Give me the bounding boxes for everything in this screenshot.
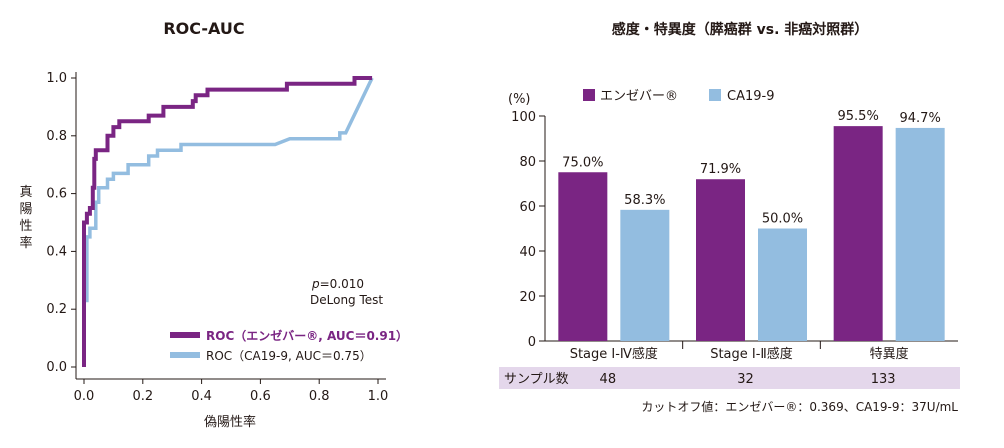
roc-y-tick-label: 0.0 bbox=[46, 360, 67, 375]
bar-y-tick-label: 40 bbox=[519, 245, 536, 260]
roc-x-tick-label: 0.4 bbox=[191, 389, 212, 404]
sample-row-background bbox=[499, 367, 960, 389]
roc-x-tick-labels: 0.0 0.2 0.4 0.6 0.8 1.0 bbox=[74, 389, 389, 404]
roc-x-axis-label: 偽陽性率 bbox=[204, 414, 256, 430]
roc-line-envebar bbox=[82, 76, 373, 367]
bar-envebar bbox=[558, 172, 608, 341]
roc-y-tick-label: 0.4 bbox=[46, 244, 67, 259]
roc-axes bbox=[71, 72, 386, 384]
roc-y-tick-label: 0.2 bbox=[46, 302, 67, 317]
roc-y-tick-label: 0.8 bbox=[46, 129, 67, 144]
roc-y-tick-label: 1.0 bbox=[46, 71, 67, 86]
legend-swatch-envebar bbox=[583, 89, 595, 101]
bar-ca199 bbox=[620, 209, 670, 341]
bar-axes bbox=[539, 115, 958, 349]
bar-y-tick-label: 20 bbox=[519, 290, 536, 305]
roc-x-tick-label: 0.6 bbox=[250, 389, 271, 404]
bar-y-tick-label: 80 bbox=[519, 155, 536, 170]
legend-label-ca199: CA19-9 bbox=[727, 89, 774, 104]
roc-x-tick-label: 1.0 bbox=[368, 389, 389, 404]
sample-row-value: 133 bbox=[871, 372, 896, 387]
bar-y-tick-label: 60 bbox=[519, 200, 536, 215]
bar-category-label: Stage Ⅰ-Ⅱ感度 bbox=[710, 346, 793, 362]
sample-row-values: 48 32 133 bbox=[600, 372, 896, 387]
cutoff-footnote: カットオフ値：エンゼバー®：0.369、CA19-9：37U/mL bbox=[641, 399, 958, 414]
bar-y-tick-label: 100 bbox=[511, 110, 536, 125]
roc-title: ROC-AUC bbox=[163, 19, 244, 38]
bar-value-label: 71.9% bbox=[700, 162, 741, 177]
bar-ca199 bbox=[758, 228, 807, 341]
roc-x-tick-label: 0.0 bbox=[74, 389, 95, 404]
roc-legend: ROC（エンゼバー®, AUC＝0.91） ROC（CA19-9, AUC＝0.… bbox=[170, 328, 408, 363]
bar-category-label: Stage Ⅰ-Ⅳ感度 bbox=[570, 346, 658, 362]
bar-value-label: 94.7% bbox=[900, 111, 941, 126]
roc-x-tick-label: 0.2 bbox=[132, 389, 153, 404]
bar-envebar bbox=[696, 179, 745, 341]
bar-y-unit: (%) bbox=[508, 92, 531, 107]
roc-y-tick-labels: 0.0 0.2 0.4 0.6 0.8 1.0 bbox=[46, 71, 67, 375]
roc-y-tick-label: 0.6 bbox=[46, 187, 67, 202]
bar-envebar bbox=[833, 126, 883, 341]
bar-y-tick-labels: 0 20 40 60 80 100 bbox=[511, 110, 536, 350]
sample-row-value: 32 bbox=[737, 372, 754, 387]
legend-label-envebar: ROC（エンゼバー®, AUC＝0.91） bbox=[206, 328, 408, 343]
delong-test-label: DeLong Test bbox=[310, 293, 383, 307]
legend-swatch-ca199 bbox=[709, 89, 721, 101]
bar-chart: 感度・特異度（膵癌群 vs. 非癌対照群） (%) エンゼバー® CA19-9 … bbox=[499, 21, 960, 414]
bar-series: 75.0% 58.3% 71.9% 50.0% 95.5% 94.7% bbox=[558, 109, 945, 341]
legend-label-ca199: ROC（CA19-9, AUC＝0.75） bbox=[206, 349, 372, 363]
bar-category-label: 特異度 bbox=[870, 346, 909, 362]
bar-ca199 bbox=[895, 127, 945, 341]
bar-value-label: 95.5% bbox=[838, 109, 879, 124]
roc-chart: ROC-AUC 0.00.20.40.60.81.0 0.0 0.2 0.4 0.6 0… bbox=[19, 19, 408, 430]
bar-value-label: 50.0% bbox=[762, 212, 803, 227]
roc-line-ca199 bbox=[84, 77, 374, 303]
roc-x-tick-label: 0.8 bbox=[309, 389, 330, 404]
sample-size-row: サンプル数 48 32 133 bbox=[499, 367, 960, 389]
svg-text:真陽性率: 真陽性率 bbox=[19, 185, 32, 251]
bar-y-tick-label: 0 bbox=[528, 335, 536, 350]
roc-y-axis-label: 真陽性率 bbox=[19, 185, 32, 251]
sample-row-value: 48 bbox=[600, 372, 617, 387]
sample-row-label: サンプル数 bbox=[504, 372, 569, 387]
bar-value-label: 58.3% bbox=[624, 193, 665, 208]
legend-label-envebar: エンゼバー® bbox=[600, 89, 678, 104]
bar-title: 感度・特異度（膵癌群 vs. 非癌対照群） bbox=[612, 21, 869, 38]
bar-value-label: 75.0% bbox=[562, 155, 603, 170]
bar-category-labels: Stage Ⅰ-Ⅳ感度 Stage Ⅰ-Ⅱ感度 特異度 bbox=[570, 346, 909, 362]
bar-legend: エンゼバー® CA19-9 bbox=[583, 89, 774, 104]
roc-series bbox=[82, 76, 374, 367]
p-value-annotation: p=0.010 bbox=[311, 277, 364, 291]
